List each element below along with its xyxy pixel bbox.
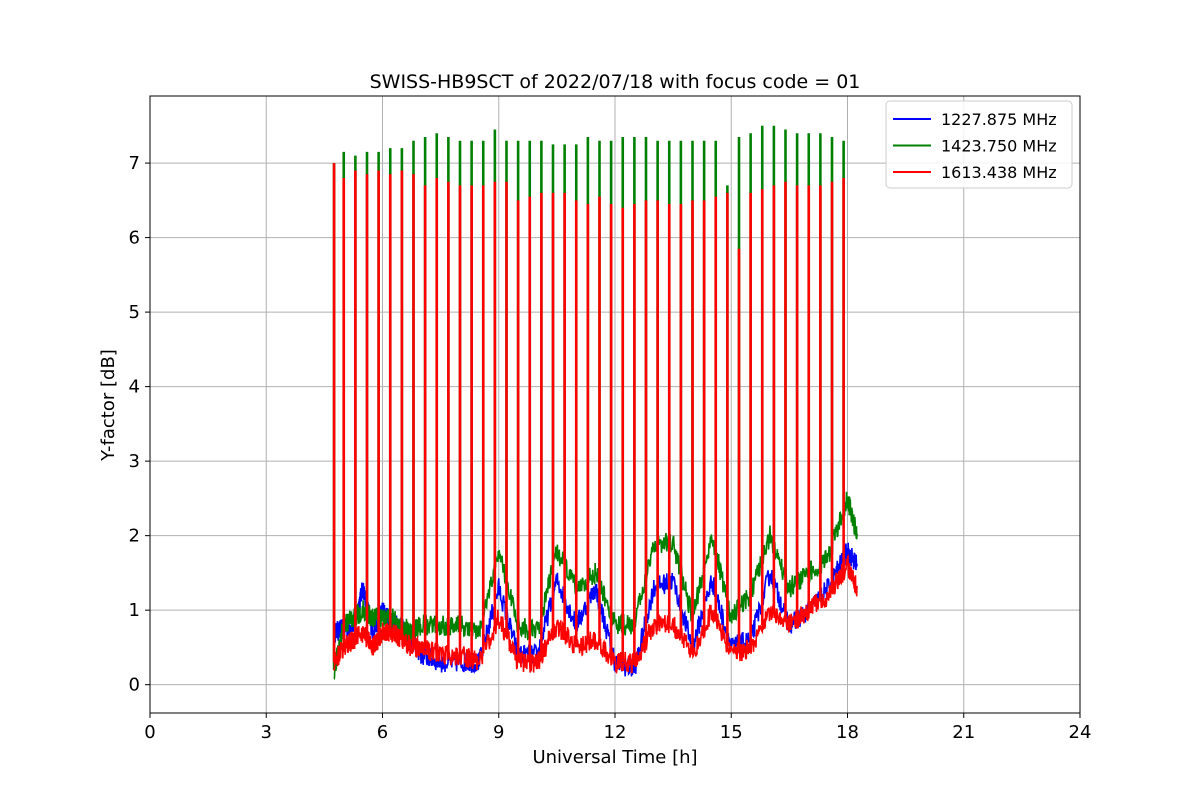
x-tick-label: 18 [836, 722, 859, 743]
legend-box [885, 100, 1073, 189]
x-tick-label: 24 [1069, 722, 1092, 743]
x-tick-label: 6 [377, 722, 388, 743]
x-tick-label: 3 [261, 722, 272, 743]
x-axis-title: Universal Time [h] [532, 747, 697, 768]
legend-label: 1613.438 MHz [941, 163, 1057, 182]
chart-title: SWISS-HB9SCT of 2022/07/18 with focus co… [370, 71, 861, 93]
y-tick-label: 0 [129, 675, 140, 696]
legend: 1227.875 MHz 1423.750 MHz 1613.438 MHz [885, 100, 1073, 189]
y-tick-label: 5 [129, 302, 140, 323]
x-tick-label: 9 [493, 722, 504, 743]
x-tick-label: 0 [144, 722, 155, 743]
y-tick-label: 4 [129, 377, 140, 398]
y-tick-label: 3 [129, 451, 140, 472]
x-tick-label: 12 [604, 722, 627, 743]
y-tick-label: 7 [129, 153, 140, 174]
y-tick-label: 6 [129, 228, 140, 249]
legend-label: 1423.750 MHz [941, 137, 1057, 156]
y-axis-title: Y-factor [dB] [98, 349, 119, 462]
series-layer [332, 125, 858, 680]
y-tick-label: 2 [129, 526, 140, 547]
grid [150, 96, 1080, 713]
y-tick-label: 1 [129, 600, 140, 621]
x-tick-label: 15 [720, 722, 743, 743]
x-tick-label: 21 [952, 722, 975, 743]
legend-label: 1227.875 MHz [941, 110, 1057, 129]
